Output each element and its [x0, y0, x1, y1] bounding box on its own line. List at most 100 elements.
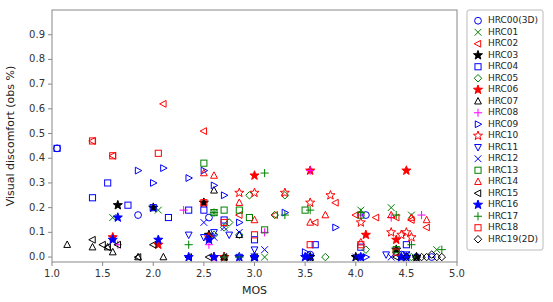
y-tick	[48, 133, 52, 134]
legend-marker	[475, 225, 481, 231]
point	[134, 254, 140, 261]
point	[154, 235, 163, 244]
legend-marker	[474, 236, 481, 243]
point	[307, 242, 313, 248]
point	[250, 252, 259, 261]
point	[251, 216, 258, 222]
point	[226, 232, 233, 238]
point	[210, 209, 218, 217]
legend-label: HRC07	[488, 96, 518, 106]
point	[89, 138, 95, 144]
point	[306, 166, 315, 175]
legend-label: HRC13	[488, 165, 518, 175]
point	[220, 252, 229, 261]
point	[433, 253, 440, 260]
point	[221, 207, 227, 213]
point	[387, 228, 396, 237]
y-tick	[48, 257, 52, 258]
point	[204, 235, 213, 244]
point	[211, 172, 218, 178]
point	[180, 206, 188, 214]
point	[250, 188, 259, 197]
point	[407, 241, 415, 249]
legend-marker	[473, 50, 482, 59]
plot-frame	[52, 10, 457, 262]
series	[108, 166, 411, 261]
point	[221, 192, 227, 199]
series	[135, 165, 369, 261]
legend-marker	[475, 98, 482, 104]
point	[160, 100, 166, 107]
x-tick	[355, 262, 356, 266]
point	[402, 228, 411, 237]
y-axis-label: Visual discomfort (obs %)	[4, 66, 17, 207]
x-tick	[102, 262, 103, 266]
legend-label: HRC05	[488, 73, 518, 83]
x-tick	[305, 262, 306, 266]
x-tick-label: 5.0	[449, 268, 465, 279]
x-axis-label: MOS	[242, 284, 267, 297]
y-tick-label: 0.9	[29, 29, 45, 40]
legend-label: HRC18	[488, 222, 519, 232]
point	[423, 224, 429, 231]
point	[393, 249, 399, 255]
series	[54, 145, 435, 261]
y-tick-label: 0.7	[29, 78, 45, 89]
y-tick	[48, 34, 52, 35]
series	[185, 230, 409, 261]
point	[161, 165, 167, 172]
point	[236, 199, 243, 205]
point	[246, 214, 252, 220]
x-tick	[203, 262, 204, 266]
point	[237, 219, 243, 226]
point	[358, 242, 364, 248]
point	[135, 167, 141, 174]
point	[211, 182, 217, 189]
legend-label: HRC04	[488, 61, 519, 71]
chart: 1.01.52.02.53.03.54.04.55.00.00.10.20.30…	[0, 0, 553, 302]
legend-marker	[474, 212, 482, 220]
point	[186, 175, 192, 182]
point	[199, 198, 208, 207]
point	[322, 253, 329, 260]
legend-marker	[474, 190, 480, 197]
point	[428, 254, 435, 261]
x-tick-label: 2.5	[196, 268, 212, 279]
point	[209, 252, 218, 261]
point	[155, 150, 161, 156]
y-tick-label: 0.8	[29, 53, 45, 64]
legend-label: HRC19(2D)	[488, 234, 538, 244]
point	[236, 229, 243, 236]
legend-marker	[475, 29, 482, 36]
y-tick-label: 0.5	[29, 128, 45, 139]
y-tick	[48, 182, 52, 183]
x-tick-label: 3.0	[247, 268, 263, 279]
legend-label: HRC02	[488, 38, 518, 48]
point	[357, 209, 365, 217]
x-tick	[254, 262, 255, 266]
x-tick	[153, 262, 154, 266]
x-tick-label: 4.5	[398, 268, 414, 279]
x-tick	[457, 262, 458, 266]
legend-marker	[473, 200, 482, 209]
point	[261, 254, 268, 261]
point	[428, 251, 435, 258]
legend-label: HRC17	[488, 211, 518, 221]
point	[201, 207, 207, 213]
legend: HRC00(3D)HRC01HRC02HRC03HRC04HRC05HRC06H…	[467, 10, 543, 250]
point	[200, 219, 207, 226]
point	[236, 207, 242, 213]
point	[250, 252, 259, 261]
legend-label: HRC15	[488, 188, 518, 198]
point	[160, 253, 167, 259]
point	[356, 218, 365, 227]
y-tick	[48, 108, 52, 109]
point	[306, 198, 315, 207]
series	[113, 198, 421, 261]
point	[333, 224, 339, 231]
point	[402, 166, 411, 175]
point	[301, 252, 310, 261]
point	[235, 252, 244, 261]
y-tick-label: 0.0	[29, 251, 45, 262]
point	[372, 214, 378, 221]
